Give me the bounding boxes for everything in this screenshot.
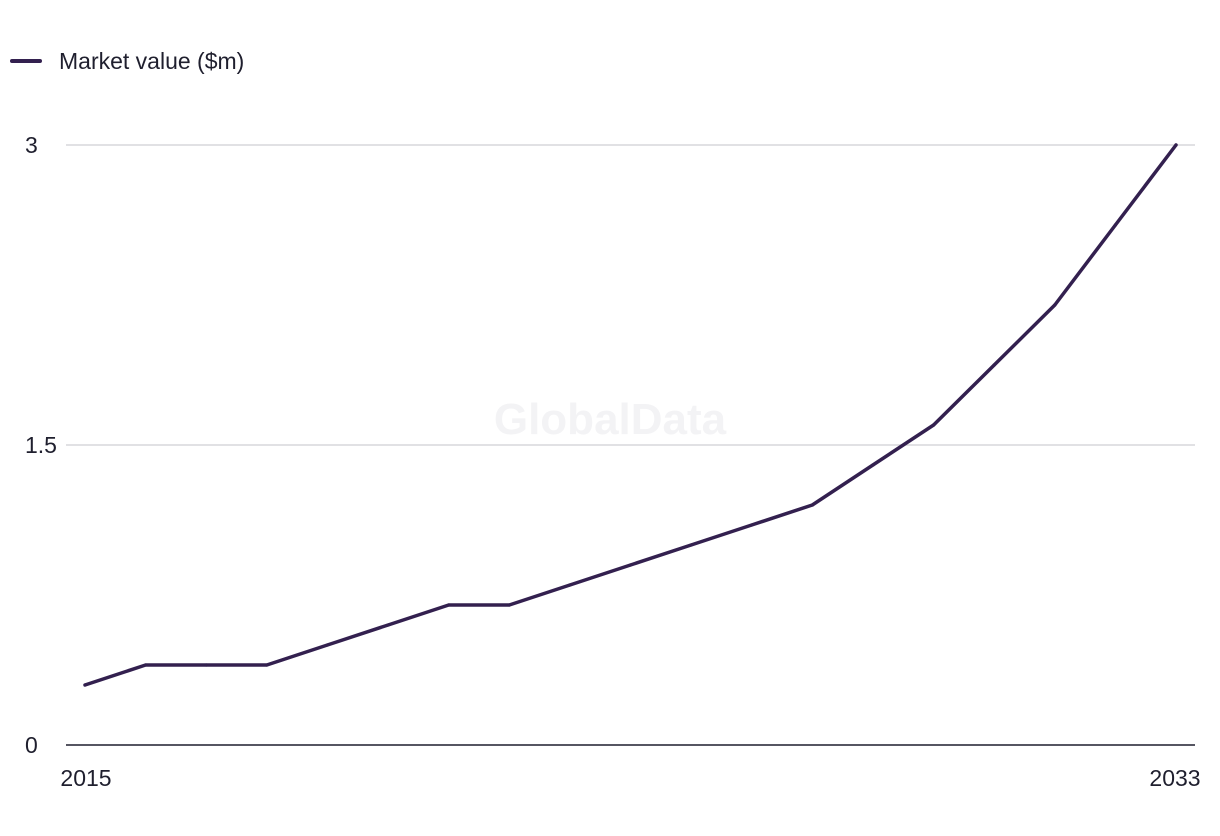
data-point [507,603,511,607]
data-point [144,663,148,667]
x-tick-label: 2015 [60,765,111,791]
data-point [750,523,754,527]
data-point [447,603,451,607]
y-tick-label: 0 [25,732,38,758]
tick-labels: 0 1.5 3 2015 2033 [25,132,1201,791]
data-point [204,663,208,667]
data-point [1053,303,1057,307]
data-point [628,563,633,567]
y-tick-label: 1.5 [25,432,57,458]
data-point [871,463,875,467]
data-point [1174,143,1178,147]
data-point [810,503,814,507]
data-point [931,423,936,427]
gridlines [66,144,1195,446]
legend-swatch [10,59,42,63]
data-point [325,643,330,647]
y-tick-label: 3 [25,132,38,158]
data-point [992,363,996,367]
data-point [83,683,87,687]
data-point [1113,223,1117,227]
data-point [689,543,693,547]
legend: Market value ($m) [10,46,244,76]
data-point [386,623,390,627]
legend-label: Market value ($m) [59,47,245,74]
watermark: GlobalData [494,395,727,444]
x-tick-label: 2033 [1149,765,1200,791]
data-point [568,583,572,587]
data-point [265,663,269,667]
series [83,143,1178,687]
